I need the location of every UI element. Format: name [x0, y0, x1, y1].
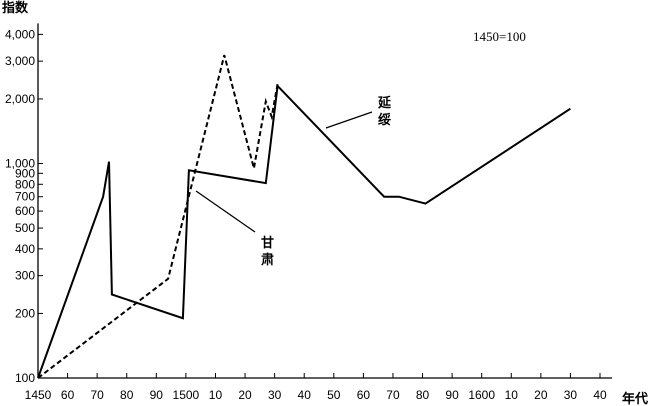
- y-axis-title: 指数: [2, 0, 29, 16]
- x-tick-label: 30: [564, 388, 578, 402]
- series-lines: [37, 54, 571, 379]
- x-tick-label: 60: [357, 388, 371, 402]
- series-line-solid: [37, 83, 571, 379]
- x-tick-label: 80: [416, 388, 430, 402]
- annotation-label-延绥: 延: [377, 95, 392, 111]
- y-tick-label: 1,000: [5, 157, 35, 171]
- series-line-dashed: [37, 54, 279, 379]
- x-tick-label: 20: [534, 388, 548, 402]
- y-tick-label: 300: [15, 269, 35, 283]
- x-axis-title: 年代: [622, 391, 648, 406]
- x-tick-label: 70: [386, 388, 400, 402]
- x-tick-label: 90: [150, 388, 164, 402]
- y-tick-label: 700: [15, 190, 35, 204]
- x-tick-label: 1600: [468, 388, 495, 402]
- y-tick-label: 100: [15, 371, 35, 385]
- annotation-label-甘肃: 肃: [261, 252, 274, 268]
- y-tick-label: 900: [15, 166, 35, 180]
- annotation-label-甘肃: 甘: [261, 235, 274, 251]
- x-tick-label: 10: [209, 388, 223, 402]
- x-tick-label: 50: [327, 388, 341, 402]
- y-tick-label: 3,000: [5, 54, 35, 68]
- annotation-leader: [195, 190, 256, 233]
- x-tick-label: 1500: [173, 388, 200, 402]
- x-tick-label: 90: [445, 388, 459, 402]
- y-tick-label: 4,000: [5, 27, 35, 41]
- x-tick-label: 60: [61, 388, 75, 402]
- x-tick-label: 20: [238, 388, 252, 402]
- x-tick-label: 70: [90, 388, 104, 402]
- x-tick-label: 80: [120, 388, 134, 402]
- y-tick-label: 400: [15, 242, 35, 256]
- x-tick-label: 30: [268, 388, 282, 402]
- annotation-label-延绥: 绥: [378, 112, 391, 128]
- y-tick-label: 200: [15, 306, 35, 320]
- x-tick-label: 10: [505, 388, 519, 402]
- y-tick-label: 2,000: [5, 92, 35, 106]
- base-index-note: 1450=100: [473, 29, 526, 44]
- y-tick-label: 600: [15, 204, 35, 218]
- x-tick-label: 40: [298, 388, 312, 402]
- x-tick-label: 1450: [25, 388, 52, 402]
- annotation-leader: [325, 111, 373, 129]
- y-tick-label: 800: [15, 177, 35, 191]
- x-tick-label: 40: [593, 388, 607, 402]
- y-tick-label: 500: [15, 221, 35, 235]
